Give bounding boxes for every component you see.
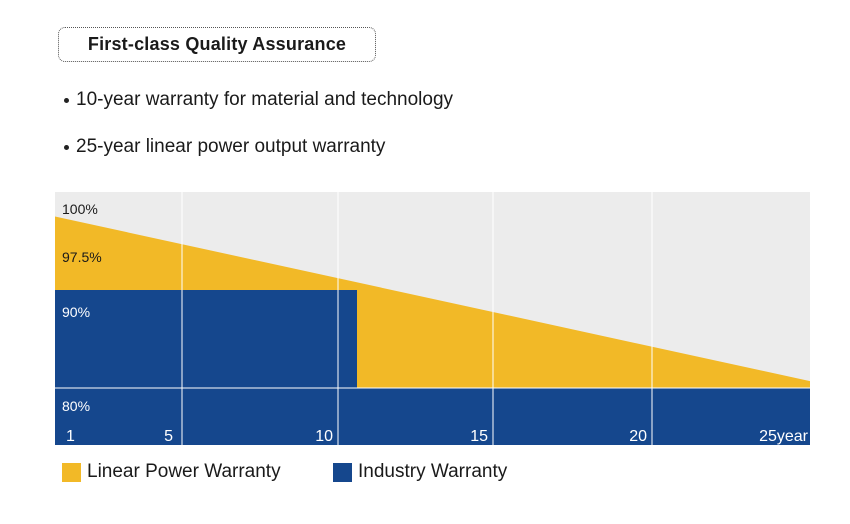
legend-swatch-industry	[333, 462, 352, 482]
x-tick-label: 1	[66, 428, 75, 445]
series-area-industry-warranty-base	[55, 388, 810, 445]
bullet-dot-icon	[64, 144, 69, 150]
bullet-item-material-warranty: 10-year warranty for material and techno…	[64, 89, 453, 111]
y-tick-label: 90%	[62, 304, 90, 320]
bullet-text: 10-year warranty for material and techno…	[76, 89, 454, 110]
x-tick-label: 10	[315, 428, 333, 445]
bullet-dot-icon	[64, 97, 69, 103]
legend-label-linear: Linear Power Warranty	[87, 461, 281, 482]
y-tick-label: 100%	[62, 201, 98, 217]
page-title: First-class Quality Assurance	[58, 27, 376, 62]
legend-item-linear: Linear Power Warranty	[62, 461, 281, 483]
y-tick-label: 97.5%	[62, 249, 102, 265]
legend-swatch-linear	[62, 462, 81, 482]
y-tick-label: 80%	[62, 398, 90, 414]
x-tick-label: 20	[629, 428, 647, 445]
x-tick-label: 15	[470, 428, 488, 445]
series-area-industry-warranty-step	[55, 290, 357, 388]
bullet-item-power-warranty: 25-year linear power output warranty	[64, 136, 385, 158]
bullet-text: 25-year linear power output warranty	[76, 136, 386, 157]
legend-label-industry: Industry Warranty	[358, 461, 508, 482]
legend-item-industry: Industry Warranty	[333, 461, 507, 483]
x-tick-label: 5	[164, 428, 173, 445]
x-tick-label: 25year	[759, 428, 809, 445]
